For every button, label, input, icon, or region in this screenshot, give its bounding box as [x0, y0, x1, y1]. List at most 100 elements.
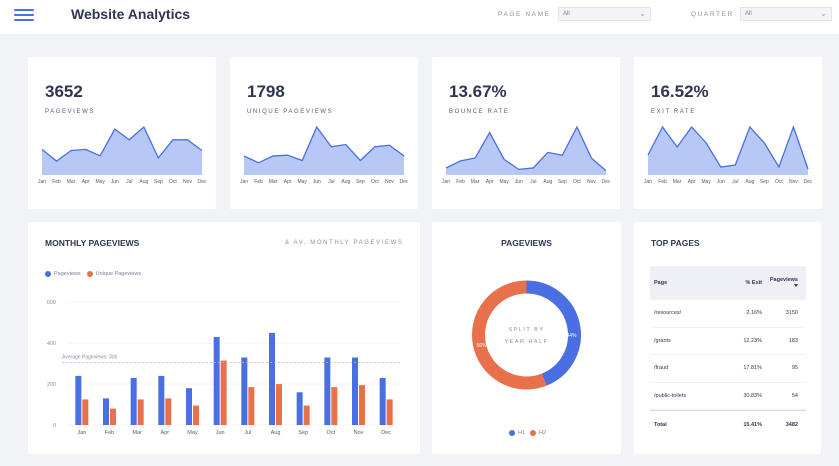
- donut-h1-percent: 44%: [566, 333, 577, 339]
- legend-pageviews-label: Pageviews: [54, 271, 81, 277]
- bar-unique-pageviews: [110, 408, 116, 425]
- sparkline-month-label: Aug: [745, 179, 754, 185]
- bar-unique-pageviews: [220, 360, 227, 425]
- quarter-select-value: All: [745, 11, 752, 17]
- kpi-value: 3652: [45, 82, 83, 101]
- bar-unique-pageviews: [248, 387, 255, 425]
- table-row[interactable]: /resources/2.16% 3150: [650, 300, 806, 328]
- sparkline-month-label: Jul: [126, 179, 132, 185]
- col-pageviews-label: Pageviews: [769, 277, 798, 283]
- sparkline-month-label: May: [499, 179, 509, 185]
- kpi-value: 16.52%: [651, 82, 709, 101]
- chevron-down-icon: ⌄: [820, 9, 827, 18]
- y-tick-label: 600: [47, 300, 56, 306]
- legend-h2-dot: [530, 430, 537, 436]
- sparkline-month-label: Jan: [442, 179, 450, 185]
- donut-center-line2: YEAR HALF: [504, 339, 548, 345]
- kpi-label: UNIQUE PAGEVIEWS: [247, 109, 334, 115]
- bar-pageviews: [213, 337, 220, 425]
- kpi-value: 13.67%: [449, 82, 507, 101]
- sparkline-month-label: Feb: [658, 179, 667, 185]
- top-pages-card: TOP PAGES Page % Exit Pageviews /resourc…: [634, 222, 821, 454]
- bar-unique-pageviews: [386, 399, 393, 425]
- page-name-select[interactable]: All ⌄: [558, 7, 651, 21]
- bar-unique-pageviews: [331, 387, 338, 425]
- sparkline-month-label: Nov: [183, 179, 192, 185]
- sparkline-month-label: Apr: [284, 179, 292, 185]
- col-page-header[interactable]: Page: [654, 280, 668, 286]
- legend-h2-label: H2: [539, 430, 547, 436]
- sparkline-month-label: Jun: [717, 179, 725, 185]
- sparkline-month-label: Dec: [602, 179, 610, 185]
- quarter-select[interactable]: All ⌄: [740, 7, 832, 21]
- bar-pageviews: [352, 357, 358, 425]
- sparkline-month-label: Feb: [254, 179, 263, 185]
- bar-unique-pageviews: [82, 399, 89, 425]
- sparkline-month-label: May: [95, 179, 105, 185]
- bar-pageviews: [103, 398, 109, 425]
- sparkline-month-label: Nov: [587, 179, 596, 185]
- sparkline-month-label: Nov: [789, 179, 798, 185]
- sparkline-month-label: Nov: [385, 179, 394, 185]
- monthly-pageviews-bar-chart: 0 200 400 600 Jan Feb Mar Apr May Jun Jul Aug Sep Oct…: [47, 300, 400, 436]
- table-row[interactable]: /grants 12.23% 183: [650, 328, 806, 356]
- sparkline-month-label: Sep: [356, 179, 365, 185]
- sparkline-line: [41, 125, 203, 162]
- kpi-sparkline: Jan Feb Mar Apr May Jun Jul Aug Sep Oct Nov Dec: [240, 125, 408, 185]
- donut-slice-h2: [472, 280, 547, 390]
- row-page: /public-toilets: [654, 393, 687, 400]
- page-name-select-value: All: [563, 11, 570, 17]
- sparkline-month-label: Aug: [341, 179, 350, 185]
- sparkline-month-label: Dec: [198, 179, 206, 185]
- x-tick-label: Dec: [381, 430, 391, 436]
- donut-slice-h1: [526, 280, 581, 386]
- monthly-pageviews-subtitle: & AV. MONTHLY PAGEVIEWS: [285, 240, 404, 246]
- sparkline-month-label: Apr: [486, 179, 494, 185]
- sparkline-month-label: Mar: [67, 179, 76, 185]
- col-pageviews-header[interactable]: Pageviews: [762, 277, 802, 289]
- col-exit-header[interactable]: % Exit: [745, 280, 762, 286]
- kpi-label: BOUNCE RATE: [449, 109, 510, 115]
- row-pageviews: 183: [788, 337, 798, 344]
- legend-pageviews-dot: [45, 271, 51, 277]
- kpi-sparkline: Jan Feb Mar Apr May Jun Jul Aug Sep Oct Nov Dec: [442, 125, 610, 185]
- pageviews-split-card: PAGEVIEWS SPLIT BY YEAR HALF 44% 56% H1 H2: [432, 222, 621, 454]
- sparkline-month-label: Jul: [530, 179, 536, 185]
- row-exit: 30.83%: [743, 393, 762, 400]
- bar-unique-pageviews: [303, 405, 310, 425]
- sparkline-month-label: Feb: [456, 179, 465, 185]
- chart-legend: Pageviews Unique Pageviews: [45, 271, 141, 277]
- legend-unique-label: Unique Pageviews: [95, 271, 142, 277]
- monthly-pageviews-card: MONTHLY PAGEVIEWS & AV. MONTHLY PAGEVIEW…: [28, 222, 420, 454]
- x-tick-label: Jul: [244, 430, 251, 436]
- row-pageviews: 54: [791, 393, 798, 400]
- row-page: /grants: [654, 337, 671, 344]
- sparkline-area: [42, 127, 202, 175]
- sparkline-month-label: May: [297, 179, 307, 185]
- table-header: Page % Exit Pageviews: [650, 266, 806, 300]
- table-row[interactable]: /public-toilets 30.83% 54: [650, 383, 806, 411]
- bar-unique-pageviews: [137, 399, 144, 425]
- bar-pageviews: [241, 357, 248, 425]
- x-tick-label: Feb: [105, 430, 114, 436]
- menu-icon[interactable]: [14, 9, 34, 22]
- x-tick-label: Aug: [271, 430, 281, 436]
- sparkline-month-label: Mar: [673, 179, 682, 185]
- x-tick-label: Oct: [327, 430, 336, 436]
- sparkline-month-label: Oct: [775, 179, 783, 185]
- sparkline-line: [243, 125, 405, 164]
- sparkline-month-label: Apr: [688, 179, 696, 185]
- row-exit: 17.81%: [743, 365, 762, 372]
- sparkline-area: [244, 127, 404, 175]
- bar-unique-pageviews: [165, 398, 172, 425]
- chevron-down-icon: ⌄: [639, 9, 646, 18]
- sparkline-month-label: Sep: [760, 179, 769, 185]
- sparkline-line: [445, 125, 607, 172]
- x-tick-label: Jun: [216, 430, 225, 436]
- legend-h1-dot: [509, 430, 515, 436]
- sparkline-month-label: Apr: [82, 179, 90, 185]
- x-tick-label: Mar: [132, 430, 142, 436]
- sparkline-month-label: Sep: [558, 179, 567, 185]
- kpi-label: PAGEVIEWS: [45, 109, 95, 115]
- table-row[interactable]: /fraud 17.81% 95: [650, 355, 806, 383]
